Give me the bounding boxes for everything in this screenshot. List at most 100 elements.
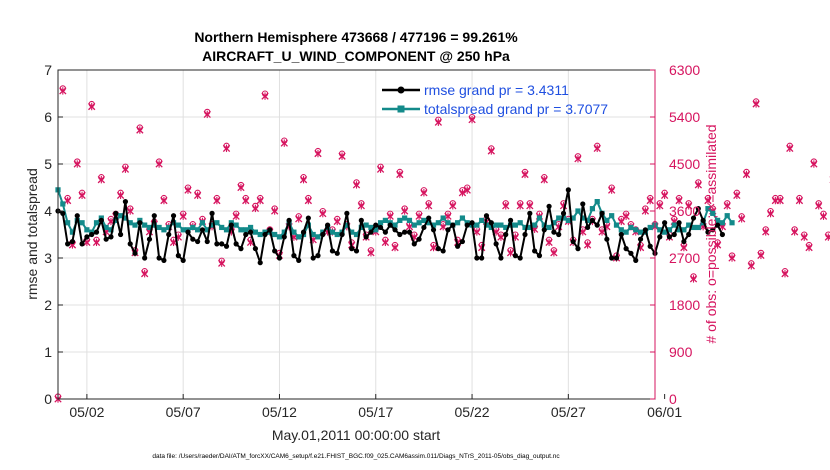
obs-assimilated-marker <box>641 207 650 215</box>
rmse-point <box>185 229 191 235</box>
obs-assimilated-marker <box>622 212 630 220</box>
legend-rmse-marker <box>397 86 405 94</box>
totalspread-point <box>93 220 100 226</box>
totalspread-point <box>79 220 85 226</box>
obs-assimilated-marker <box>213 196 221 205</box>
obs-assimilated-marker <box>723 202 731 210</box>
rmse-point <box>315 253 321 259</box>
totalspread-point <box>580 215 586 221</box>
totalspread-point <box>488 224 494 231</box>
obs-assimilated-marker <box>545 238 553 247</box>
left-tick-label: 3 <box>44 250 52 266</box>
obs-assimilated-marker <box>136 126 144 134</box>
totalspread-point <box>445 220 451 226</box>
rmse-point <box>493 241 499 247</box>
rmse-point <box>137 220 143 226</box>
rmse-point <box>536 253 543 259</box>
totalspread-point <box>132 222 138 228</box>
right-tick-label: 2700 <box>669 250 700 266</box>
rmse-point <box>325 222 331 228</box>
totalspread-point <box>161 227 167 233</box>
rmse-point <box>618 231 624 238</box>
left-tick-label: 6 <box>44 109 52 125</box>
totalspread-point <box>127 220 133 226</box>
rmse-point <box>556 231 562 238</box>
obs-assimilated-marker <box>656 202 664 210</box>
totalspread-point <box>349 229 355 235</box>
totalspread-point <box>368 224 374 231</box>
totalspread-point <box>695 224 701 231</box>
obs-assimilated-marker <box>776 196 784 205</box>
obs-assimilated-marker <box>218 259 226 267</box>
obs-assimilated-marker <box>381 238 390 247</box>
rmse-point <box>368 229 374 235</box>
obs-assimilated-marker <box>786 144 794 153</box>
totalspread-point <box>334 231 340 238</box>
rmse-point <box>79 241 85 247</box>
totalspread-point <box>609 213 615 219</box>
rmse-point <box>647 243 653 249</box>
obs-assimilated-marker <box>179 212 187 220</box>
totalspread-point <box>377 220 384 226</box>
totalspread-point <box>613 222 620 228</box>
totalspread-point <box>503 224 509 231</box>
totalspread-point <box>214 220 220 226</box>
rmse-point <box>238 246 244 252</box>
rmse-point <box>170 213 177 219</box>
obs-assimilated-marker <box>574 155 582 163</box>
rmse-point <box>551 229 557 235</box>
obs-assimilated-marker <box>357 202 365 210</box>
obs-assimilated-marker <box>97 175 105 184</box>
obs-assimilated-marker <box>434 118 443 126</box>
obs-assimilated-marker <box>728 254 736 262</box>
obs-assimilated-marker <box>155 160 163 168</box>
rmse-point <box>272 248 278 254</box>
rmse-point <box>257 260 263 266</box>
totalspread-point <box>527 224 533 231</box>
totalspread-point <box>498 222 504 228</box>
rmse-point <box>507 217 514 223</box>
rmse-point <box>628 250 634 256</box>
rmse-point <box>151 213 157 219</box>
rmse-point <box>276 255 283 261</box>
obs-assimilated-marker <box>78 191 86 200</box>
rmse-point <box>305 215 311 221</box>
legend: rmse grand pr = 3.4311 totalspread grand… <box>382 82 608 117</box>
obs-assimilated-marker <box>781 269 789 278</box>
rmse-point <box>358 217 364 223</box>
rmse-point <box>613 255 620 261</box>
totalspread-point <box>373 227 379 233</box>
totalspread-point <box>719 220 726 226</box>
rmse-point <box>455 243 461 249</box>
rmse-point <box>262 231 268 238</box>
totalspread-point <box>647 224 653 231</box>
totalspread-point <box>146 224 153 231</box>
totalspread-point <box>190 224 196 231</box>
totalspread-point <box>657 227 663 233</box>
obs-assimilated-marker <box>762 228 770 236</box>
totalspread-point <box>103 224 109 231</box>
obs-assimilated-marker <box>314 149 322 158</box>
rmse-point <box>681 238 687 245</box>
obs-assimilated-marker <box>439 222 447 231</box>
totalspread-point <box>243 227 249 233</box>
rmse-point <box>483 213 490 219</box>
rmse-point <box>296 257 302 263</box>
left-tick-label: 0 <box>44 391 52 407</box>
rmse-point <box>657 234 663 240</box>
rmse-point <box>392 227 398 233</box>
totalspread-point <box>315 234 321 240</box>
obs-assimilated-marker <box>680 243 688 252</box>
rmse-point <box>633 257 639 263</box>
rmse-point <box>397 231 403 238</box>
obs-assimilated-marker <box>420 189 428 197</box>
totalspread-point <box>483 222 490 228</box>
totalspread-point <box>199 220 206 226</box>
totalspread-point <box>493 222 499 228</box>
chart-title-line1: Northern Hemisphere 473668 / 477196 = 99… <box>194 29 518 45</box>
rmse-point <box>512 253 518 259</box>
rmse-point <box>329 248 336 254</box>
totalspread-point <box>517 220 523 226</box>
rmse-series <box>55 187 726 266</box>
rmse-point <box>69 238 76 245</box>
